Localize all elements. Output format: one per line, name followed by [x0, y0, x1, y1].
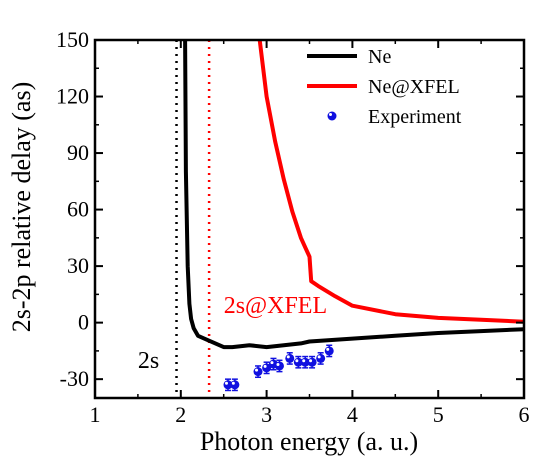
y-tick-label-0: -30 — [60, 366, 89, 391]
experiment-point-7 — [293, 355, 303, 369]
marker — [253, 367, 263, 377]
y-tick-label-1: 0 — [78, 310, 89, 335]
marker-highlight — [224, 381, 228, 385]
marker-highlight — [295, 359, 299, 363]
axes: 1 2 3 4 5 6 -30 0 30 60 90 120 150 — [56, 27, 530, 427]
experiment-point-6 — [285, 352, 295, 365]
x-tick-label-3: 4 — [347, 402, 358, 427]
y-tick-label-2: 30 — [67, 253, 89, 278]
series-line-1 — [257, 40, 524, 324]
marker — [316, 353, 326, 363]
y-tick-label-4: 90 — [67, 140, 89, 165]
experiment-point-5 — [274, 359, 284, 373]
legend: Ne Ne@XFEL Experiment — [307, 46, 462, 128]
marker-highlight — [326, 347, 330, 351]
experiment-point-8 — [300, 355, 310, 369]
marker — [230, 380, 240, 390]
x-tick-label-0: 1 — [90, 402, 101, 427]
y-tick-label-6: 150 — [56, 27, 89, 52]
legend-swatch-highlight — [329, 113, 332, 116]
annotation-1: 2s@XFEL — [224, 293, 327, 319]
experiment-point-0 — [223, 378, 233, 392]
experiment-point-2 — [253, 365, 263, 379]
legend-label: Ne — [368, 46, 391, 68]
experiment-point-4 — [268, 357, 278, 371]
y-axis-label: 2s-2p relative delay (as) — [7, 82, 36, 333]
marker — [274, 361, 284, 371]
marker — [324, 346, 334, 356]
marker-highlight — [286, 355, 290, 359]
marker-highlight — [302, 359, 306, 363]
x-tick-label-1: 2 — [175, 402, 186, 427]
legend-item-1: Ne@XFEL — [307, 76, 460, 98]
x-axis-label: Photon energy (a. u.) — [200, 427, 418, 456]
legend-item-2: Experiment — [327, 106, 462, 128]
experiment-point-11 — [324, 344, 334, 358]
legend-swatch — [327, 111, 337, 121]
experiment-point-9 — [307, 355, 317, 369]
marker-highlight — [231, 381, 235, 385]
x-tick-label-2: 3 — [261, 402, 272, 427]
experiment-point-3 — [262, 361, 272, 375]
plot-area — [183, 40, 524, 392]
marker-highlight — [270, 361, 274, 365]
legend-label: Ne@XFEL — [368, 76, 460, 98]
marker — [285, 353, 295, 363]
experiment-point-1 — [230, 378, 240, 392]
series-line-0 — [183, 40, 524, 350]
marker-highlight — [309, 359, 313, 363]
legend-item-0: Ne — [307, 46, 391, 68]
x-tick-label-5: 6 — [519, 402, 530, 427]
marker-highlight — [255, 368, 259, 372]
experiment-point-10 — [316, 352, 326, 365]
x-tick-label-4: 5 — [433, 402, 444, 427]
annotations: 2s 2s@XFEL — [138, 293, 327, 374]
marker — [307, 357, 317, 367]
marker-highlight — [263, 364, 267, 368]
marker-highlight — [317, 355, 321, 359]
legend-label: Experiment — [368, 106, 462, 128]
annotation-0: 2s — [138, 348, 159, 374]
y-tick-label-5: 120 — [56, 84, 89, 109]
y-tick-label-3: 60 — [67, 197, 89, 222]
marker-highlight — [276, 362, 280, 366]
